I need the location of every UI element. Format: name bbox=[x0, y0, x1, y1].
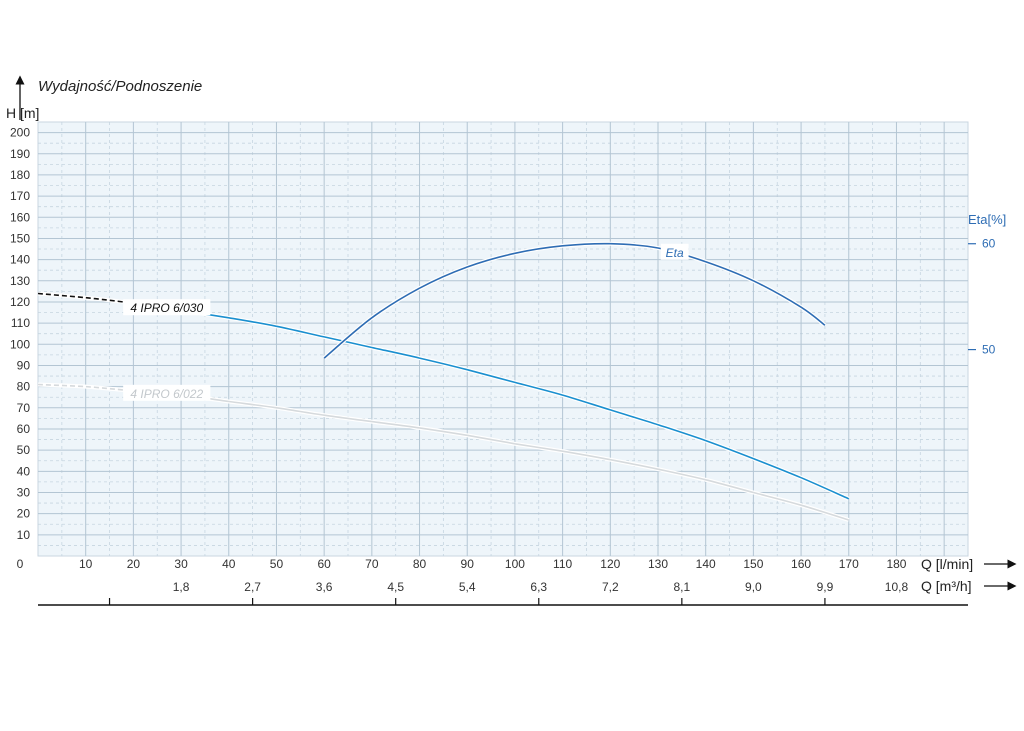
x2-tick-label: 8,1 bbox=[674, 580, 691, 594]
series-extrapolated-line bbox=[37, 292, 124, 303]
major-grid bbox=[38, 122, 968, 556]
series-label: Eta bbox=[666, 246, 684, 260]
x-tick-label: 110 bbox=[553, 557, 572, 571]
y2-tick-label: 60 bbox=[982, 237, 996, 251]
x-tick-label: 140 bbox=[696, 557, 716, 571]
series-label: 4 IPRO 6/030 bbox=[130, 301, 203, 315]
y-tick-label: 160 bbox=[10, 210, 30, 224]
series-layer: 4 IPRO 6/030 4 IPRO 6/022 Eta bbox=[37, 241, 850, 522]
y-tick-label: 50 bbox=[17, 443, 31, 457]
y-axis-title: H [m] bbox=[6, 105, 39, 121]
y-tick-label: 130 bbox=[10, 274, 30, 288]
x-tick-label: 120 bbox=[600, 557, 620, 571]
x2-tick-label: 7,2 bbox=[602, 580, 619, 594]
x-tick-label: 40 bbox=[222, 557, 236, 571]
y-tick-label: 190 bbox=[10, 147, 30, 161]
x-tick-label: 160 bbox=[791, 557, 811, 571]
y-tick-label: 140 bbox=[10, 253, 30, 267]
series-extrapolated-line bbox=[37, 383, 124, 391]
y-tick-label: 60 bbox=[17, 422, 31, 436]
x-tick-label: 60 bbox=[317, 557, 331, 571]
y-tick-label: 110 bbox=[11, 316, 30, 330]
series-eta: Eta bbox=[322, 241, 827, 360]
x2-tick-label: 1,8 bbox=[173, 580, 190, 594]
y-tick-label: 10 bbox=[17, 528, 31, 542]
x-tick-label: 90 bbox=[461, 557, 475, 571]
series-label-bg bbox=[123, 299, 211, 316]
series-4-ipro-6-030: 4 IPRO 6/030 bbox=[37, 291, 850, 501]
y-tick-label: 20 bbox=[17, 507, 31, 521]
x-tick-label: 130 bbox=[648, 557, 668, 571]
y-tick-label: 100 bbox=[10, 337, 30, 351]
x2-tick-label: 9,0 bbox=[745, 580, 762, 594]
x-origin-label: 0 bbox=[17, 557, 24, 571]
x-tick-label: 170 bbox=[839, 557, 859, 571]
series-label-bg bbox=[123, 384, 211, 401]
x-tick-label: 180 bbox=[886, 557, 906, 571]
y-tick-label: 70 bbox=[17, 401, 31, 415]
x-tick-label: 30 bbox=[174, 557, 188, 571]
series-line bbox=[323, 242, 826, 359]
y-tick-label: 90 bbox=[17, 358, 31, 372]
series-label-bg bbox=[660, 243, 689, 260]
x-axis-ticks: 10 20 30 40 50 60 70 80 90 100 110 120 130 140 150 160 1… bbox=[79, 557, 907, 571]
y-tick-label: 40 bbox=[17, 464, 31, 478]
x2-tick-label: 10,8 bbox=[885, 580, 909, 594]
series-label: 4 IPRO 6/022 bbox=[130, 387, 203, 401]
y-tick-label: 150 bbox=[10, 231, 30, 245]
x2-tick-label: 9,9 bbox=[817, 580, 834, 594]
x-tick-label: 80 bbox=[413, 557, 427, 571]
y2-axis-title: Eta[%] bbox=[968, 212, 1006, 227]
y2-tick-label: 50 bbox=[982, 343, 996, 357]
x2-axis-ticks: 1,8 2,7 3,6 4,5 5,4 6,3 7,2 8,1 9,0 9,9 10,8 bbox=[108, 580, 909, 605]
y-axis-ticks: 10 20 30 40 50 60 70 80 90 100 110 120 130 140 150 160 1… bbox=[10, 126, 30, 542]
x2-tick-label: 3,6 bbox=[316, 580, 333, 594]
x-tick-label: 20 bbox=[127, 557, 141, 571]
x-tick-label: 100 bbox=[505, 557, 525, 571]
y2-axis-ticks: 60 50 bbox=[968, 237, 996, 357]
y-tick-label: 80 bbox=[17, 380, 31, 394]
series-4-ipro-6-022: 4 IPRO 6/022 bbox=[37, 382, 850, 522]
chart-title: Wydajność/Podnoszenie bbox=[38, 78, 202, 95]
series-line bbox=[123, 389, 850, 521]
x2-tick-label: 2,7 bbox=[244, 580, 261, 594]
y-tick-label: 180 bbox=[10, 168, 30, 182]
y-tick-label: 170 bbox=[10, 189, 30, 203]
x-tick-label: 70 bbox=[365, 557, 379, 571]
x-axis-title: Q [l/min] bbox=[921, 556, 973, 572]
y-tick-label: 30 bbox=[17, 485, 31, 499]
x-tick-label: 150 bbox=[743, 557, 763, 571]
x2-axis-title: Q [m³/h] bbox=[921, 578, 972, 594]
series-line bbox=[123, 301, 850, 500]
x2-tick-label: 4,5 bbox=[387, 580, 404, 594]
y-tick-label: 200 bbox=[10, 126, 30, 140]
minor-grid bbox=[38, 122, 968, 556]
y-tick-label: 120 bbox=[10, 295, 30, 309]
x-tick-label: 50 bbox=[270, 557, 284, 571]
x2-tick-label: 6,3 bbox=[530, 580, 547, 594]
x2-tick-label: 5,4 bbox=[459, 580, 476, 594]
x-tick-label: 10 bbox=[79, 557, 93, 571]
